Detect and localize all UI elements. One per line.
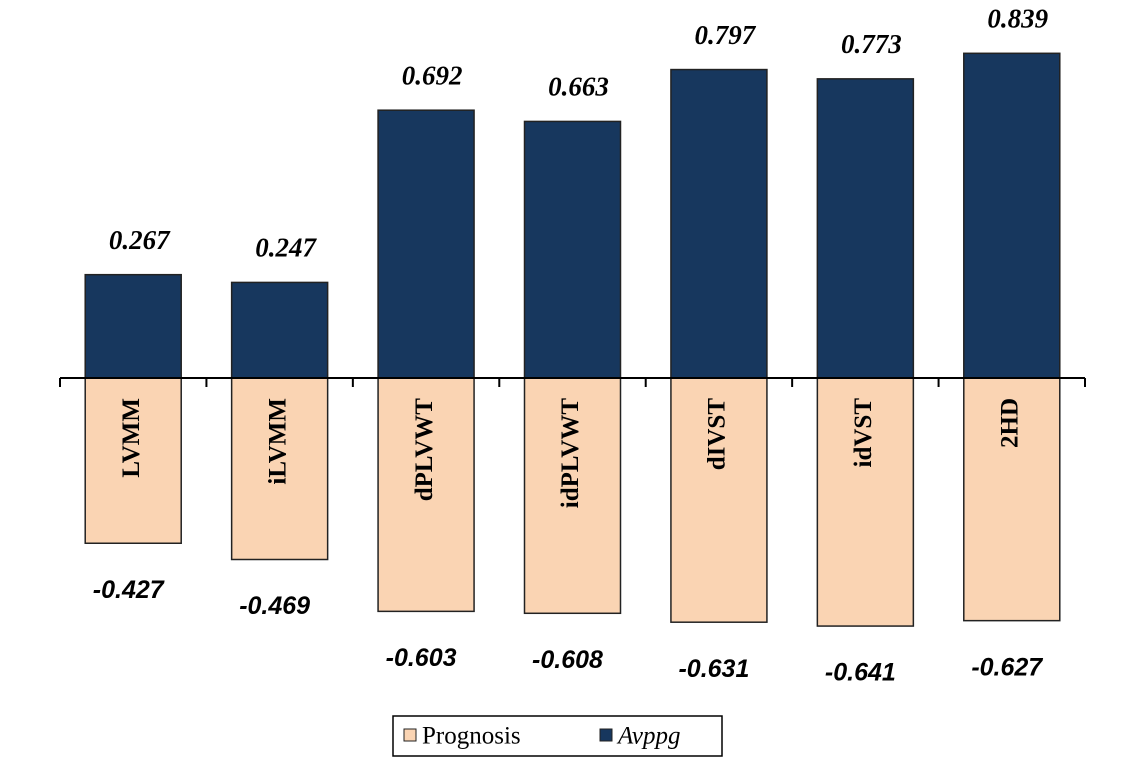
value-label: 0.797 — [695, 20, 757, 50]
value-label: 0.247 — [255, 233, 317, 263]
category-label: idVST — [850, 398, 877, 468]
value-label: 0.692 — [402, 60, 463, 90]
value-label: 0.773 — [841, 29, 902, 59]
legend-label: Prognosis — [422, 723, 521, 750]
value-label: -0.627 — [971, 653, 1043, 681]
value-label: -0.469 — [239, 592, 310, 620]
value-label: -0.427 — [93, 576, 165, 604]
value-label: 0.839 — [987, 4, 1048, 34]
value-label: -0.603 — [386, 644, 457, 672]
category-label: LVMM — [118, 398, 145, 478]
value-label: 0.267 — [109, 225, 171, 255]
bar — [230, 281, 329, 379]
bar — [963, 52, 1061, 379]
value-label: -0.608 — [532, 646, 603, 674]
legend-swatch — [403, 728, 417, 742]
bar — [523, 377, 622, 615]
legend-box — [392, 715, 723, 757]
value-label: 0.663 — [548, 72, 609, 102]
category-label: dPLVWT — [411, 398, 438, 502]
bar — [84, 273, 182, 379]
bar — [670, 377, 768, 623]
category-label: iLVMM — [264, 398, 291, 485]
bar — [963, 377, 1061, 622]
bar — [523, 120, 622, 379]
bar — [670, 68, 768, 379]
bar — [816, 78, 915, 379]
bar — [816, 377, 915, 627]
bar — [230, 377, 329, 561]
category-label: dIVST — [704, 398, 731, 471]
category-label: idPLVWT — [557, 398, 584, 509]
bar — [84, 377, 182, 544]
legend-label: Avppg — [616, 723, 681, 750]
value-label: -0.641 — [825, 659, 896, 687]
legend-swatch — [599, 728, 613, 742]
category-label: 2HD — [997, 398, 1024, 448]
bar — [377, 109, 475, 379]
value-label: -0.631 — [678, 655, 749, 683]
